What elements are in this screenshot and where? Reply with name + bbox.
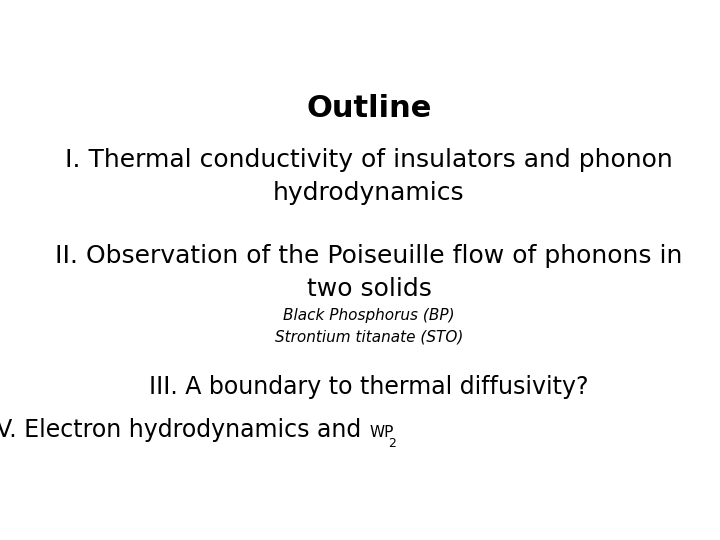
Text: 2: 2 [388, 437, 396, 450]
Text: I. Thermal conductivity of insulators and phonon
hydrodynamics: I. Thermal conductivity of insulators an… [65, 148, 673, 205]
Text: Outline: Outline [306, 94, 432, 123]
Text: III. A boundary to thermal diffusivity?: III. A boundary to thermal diffusivity? [149, 375, 589, 399]
Text: II. Observation of the Poiseuille flow of phonons in
two solids: II. Observation of the Poiseuille flow o… [55, 244, 683, 301]
Text: WP: WP [369, 425, 393, 440]
Text: Black Phosphorus (BP)
Strontium titanate (STO): Black Phosphorus (BP) Strontium titanate… [275, 308, 463, 344]
Text: IV. Electron hydrodynamics and: IV. Electron hydrodynamics and [0, 418, 369, 442]
